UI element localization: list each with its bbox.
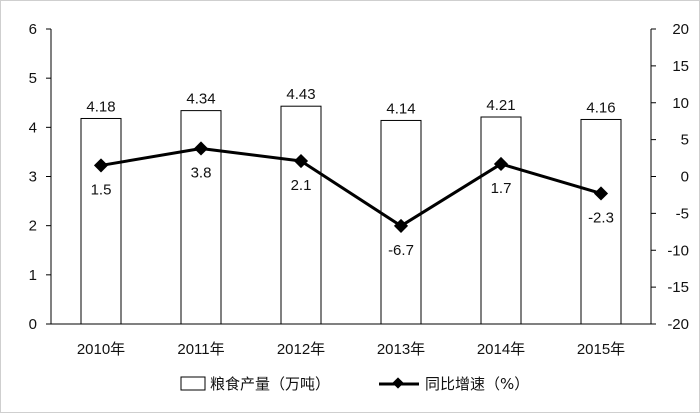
line-value-label: 3.8	[191, 164, 212, 181]
bar-series: 4.18 4.34 4.43 4.14 4.21 4.16	[80, 86, 622, 325]
x-tick-label: 2015年	[577, 341, 625, 358]
legend-bar-label: 粮食产量（万吨）	[210, 375, 330, 393]
bar-value-label: 4.18	[86, 98, 115, 115]
left-tick-label: 2	[29, 218, 37, 235]
bar-5	[580, 118, 622, 325]
bar-value-label: 4.16	[586, 99, 615, 116]
bar-2	[280, 105, 322, 325]
legend-line-marker	[392, 377, 404, 389]
line-value-label: -6.7	[388, 242, 414, 259]
left-ticks: 0 1 2 3 4 5 6	[29, 21, 51, 333]
line-point-3	[393, 218, 409, 233]
left-tick-label: 6	[29, 21, 37, 38]
line-point-5	[593, 186, 609, 201]
bar-0	[80, 117, 122, 325]
left-tick-label: 5	[29, 70, 37, 87]
right-tick-label: -15	[667, 279, 689, 296]
growth-line	[100, 146, 602, 228]
right-tick-label: -5	[676, 205, 689, 222]
bar-value-label: 4.21	[486, 97, 515, 114]
right-tick-label: 15	[672, 58, 689, 75]
right-tick-label: 10	[672, 95, 689, 112]
left-tick-label: 3	[29, 169, 37, 186]
x-tick-label: 2011年	[177, 341, 224, 358]
x-tick-label: 2010年	[77, 341, 125, 358]
line-value-label: 2.1	[291, 177, 312, 194]
legend: 粮食产量（万吨） 同比增速（%）	[180, 375, 529, 393]
x-tick-label: 2012年	[277, 341, 325, 358]
bar-value-label: 4.43	[286, 86, 315, 103]
x-tick-label: 2013年	[377, 341, 425, 358]
right-tick-label: 0	[681, 169, 689, 186]
axes	[50, 29, 652, 325]
line-value-label: 1.7	[491, 180, 512, 197]
bar-value-label: 4.14	[386, 100, 415, 117]
line-point-2	[293, 153, 309, 169]
left-tick-label: 4	[29, 119, 37, 136]
line-value-label: 1.5	[91, 181, 112, 198]
legend-bar-swatch	[180, 376, 206, 391]
right-tick-label: 20	[672, 21, 689, 38]
right-tick-label: 5	[681, 132, 689, 149]
right-tick-label: -10	[667, 242, 689, 259]
x-tick-labels: 2010年 2011年 2012年 2013年 2014年 2015年	[77, 341, 625, 358]
bar-4	[480, 116, 522, 325]
legend-line-label: 同比增速（%）	[425, 375, 529, 393]
line-point-1	[193, 141, 209, 156]
right-ticks: -20 -15 -10 -5 0 5 10 15 20	[651, 21, 689, 333]
left-tick-label: 0	[29, 316, 37, 333]
line-value-label: -2.3	[588, 209, 614, 226]
line-point-4	[493, 156, 509, 172]
line-series: 1.5 3.8 2.1 -6.7 1.7 -2.3	[91, 141, 614, 259]
right-tick-label: -20	[667, 316, 689, 333]
left-tick-label: 1	[29, 267, 37, 284]
bar-value-label: 4.34	[186, 91, 215, 108]
x-tick-label: 2014年	[477, 341, 525, 358]
